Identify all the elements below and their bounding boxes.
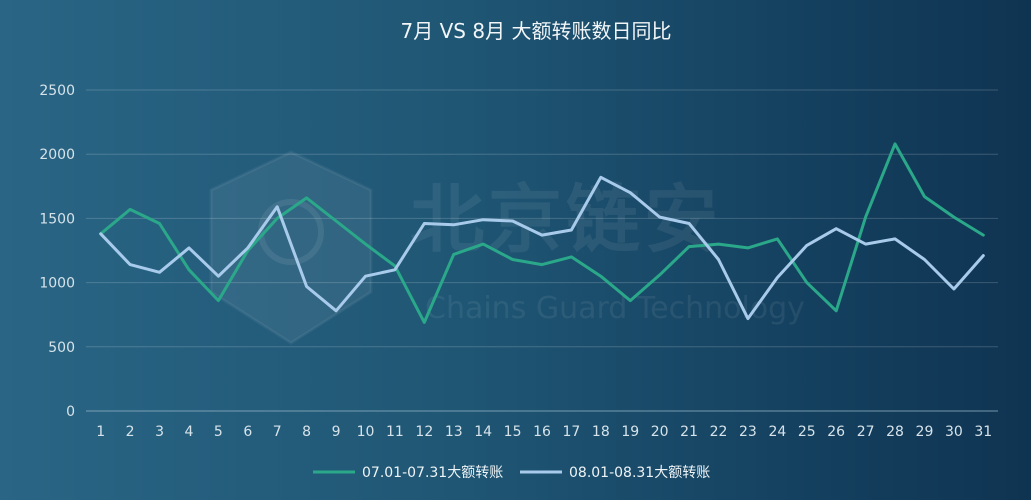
x-tick-label: 12 xyxy=(415,424,433,440)
legend-label-august: 08.01-08.31大额转账 xyxy=(569,465,710,481)
x-tick-label: 30 xyxy=(945,424,963,440)
y-tick-label: 1500 xyxy=(39,211,75,227)
x-tick-label: 6 xyxy=(243,424,252,440)
x-tick-label: 20 xyxy=(651,424,669,440)
x-tick-label: 15 xyxy=(504,424,522,440)
x-tick-label: 19 xyxy=(621,424,639,440)
x-tick-label: 2 xyxy=(126,424,135,440)
y-tick-label: 1000 xyxy=(39,276,75,292)
x-axis: 1 2 3 4 5 6 7 8 9 10 11 12 13 14 15 16 17 18 19 20 21 22 23 24 2… xyxy=(96,424,992,440)
watermark-logo: 北京链安 Chains Guard Technology xyxy=(209,150,805,345)
legend-item-july[interactable]: 07.01-07.31大额转账 xyxy=(313,465,503,481)
x-tick-label: 10 xyxy=(357,424,375,440)
x-tick-label: 16 xyxy=(533,424,551,440)
x-tick-label: 14 xyxy=(474,424,492,440)
y-tick-label: 2500 xyxy=(39,83,75,99)
x-tick-label: 8 xyxy=(302,424,311,440)
x-tick-label: 25 xyxy=(798,424,816,440)
x-tick-label: 5 xyxy=(214,424,223,440)
x-tick-label: 17 xyxy=(563,424,581,440)
x-tick-label: 26 xyxy=(827,424,845,440)
x-tick-label: 11 xyxy=(386,424,404,440)
x-tick-label: 28 xyxy=(886,424,904,440)
y-axis: 0 500 1000 1500 2000 2500 xyxy=(39,83,75,420)
series-line-august xyxy=(99,175,985,321)
x-tick-label: 7 xyxy=(273,424,282,440)
x-tick-label: 27 xyxy=(857,424,875,440)
x-tick-label: 24 xyxy=(768,424,786,440)
legend: 07.01-07.31大额转账 08.01-08.31大额转账 xyxy=(313,465,710,481)
chart-title: 7月 VS 8月 大额转账数日同比 xyxy=(401,19,672,43)
legend-item-august[interactable]: 08.01-08.31大额转账 xyxy=(520,465,710,481)
x-tick-label: 29 xyxy=(916,424,934,440)
watermark-logo-subtext: Chains Guard Technology xyxy=(425,291,805,326)
x-tick-label: 18 xyxy=(592,424,610,440)
x-tick-label: 21 xyxy=(680,424,698,440)
x-tick-label: 23 xyxy=(739,424,757,440)
series-lines xyxy=(99,142,985,324)
x-tick-label: 3 xyxy=(155,424,164,440)
y-tick-label: 0 xyxy=(66,404,75,420)
legend-label-july: 07.01-07.31大额转账 xyxy=(362,465,503,481)
x-tick-label: 9 xyxy=(332,424,341,440)
y-tick-label: 2000 xyxy=(39,147,75,163)
x-tick-label: 22 xyxy=(710,424,728,440)
x-tick-label: 31 xyxy=(974,424,992,440)
x-tick-label: 13 xyxy=(445,424,463,440)
y-tick-label: 500 xyxy=(48,340,75,356)
x-tick-label: 4 xyxy=(185,424,194,440)
series-line-july xyxy=(99,142,985,324)
x-tick-label: 1 xyxy=(96,424,105,440)
